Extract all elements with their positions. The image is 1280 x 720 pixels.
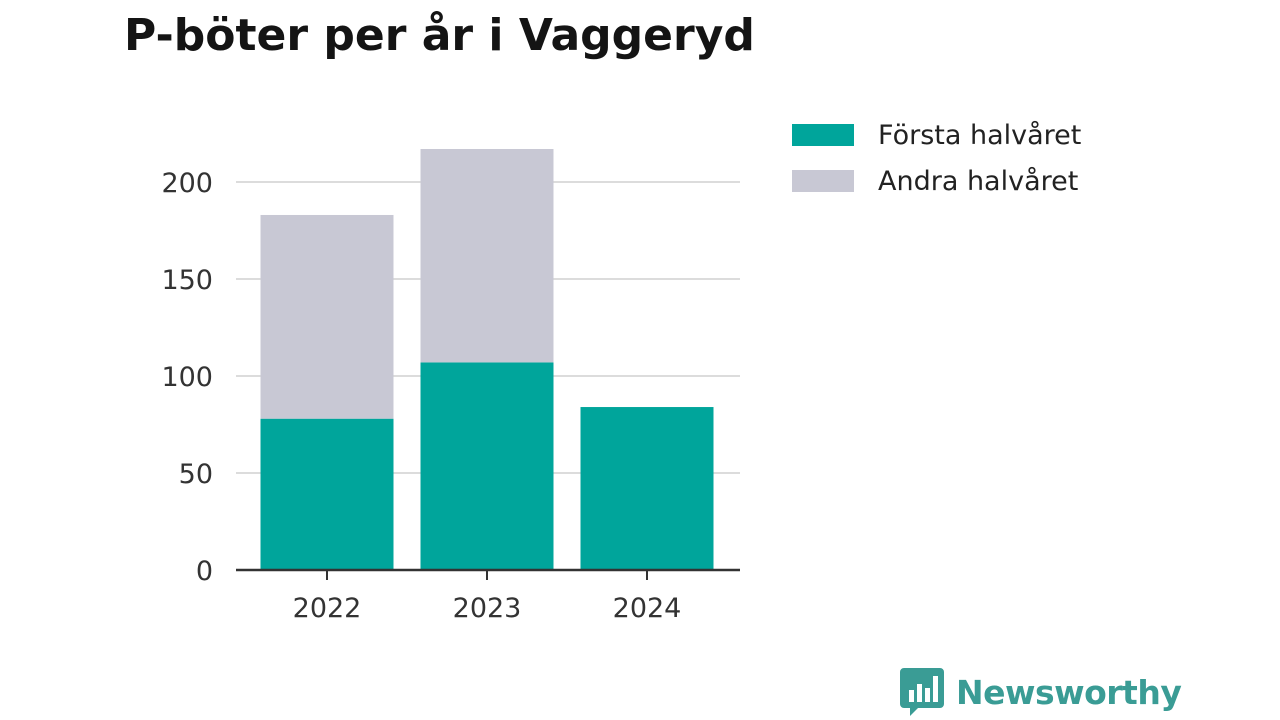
bar-2024-series-0 xyxy=(580,407,714,570)
x-tick-label-2023: 2023 xyxy=(453,593,522,624)
y-tick-label-0: 0 xyxy=(196,556,213,587)
x-tick-label-2022: 2022 xyxy=(293,593,362,624)
bars xyxy=(260,149,714,570)
bar-chart-speech-bubble-icon xyxy=(900,668,944,716)
legend: Första halvåret Andra halvåret xyxy=(792,112,1081,204)
chart-title: P-böter per år i Vaggeryd xyxy=(124,10,755,61)
brand-name: Newsworthy xyxy=(956,672,1182,712)
bar-2023-series-1 xyxy=(420,149,554,363)
y-tick-label-200: 200 xyxy=(161,168,213,199)
legend-item-first-half: Första halvåret xyxy=(792,112,1081,158)
legend-swatch-second-half xyxy=(792,170,854,192)
y-tick-label-150: 150 xyxy=(161,265,213,296)
x-tick-label-2024: 2024 xyxy=(613,593,682,624)
legend-label-first-half: Första halvåret xyxy=(878,119,1082,151)
axes: 0 50 100 150 200 2022 2023 2024 xyxy=(161,168,740,624)
legend-item-second-half: Andra halvåret xyxy=(792,158,1081,204)
newsworthy-logo: Newsworthy xyxy=(900,668,1182,716)
legend-swatch-first-half xyxy=(792,124,854,146)
bar-2022-series-1 xyxy=(260,214,394,419)
bar-2022-series-0 xyxy=(260,418,394,570)
y-tick-label-50: 50 xyxy=(179,459,213,490)
y-tick-label-100: 100 xyxy=(161,362,213,393)
bar-2023-series-0 xyxy=(420,362,554,570)
legend-label-second-half: Andra halvåret xyxy=(878,165,1079,197)
